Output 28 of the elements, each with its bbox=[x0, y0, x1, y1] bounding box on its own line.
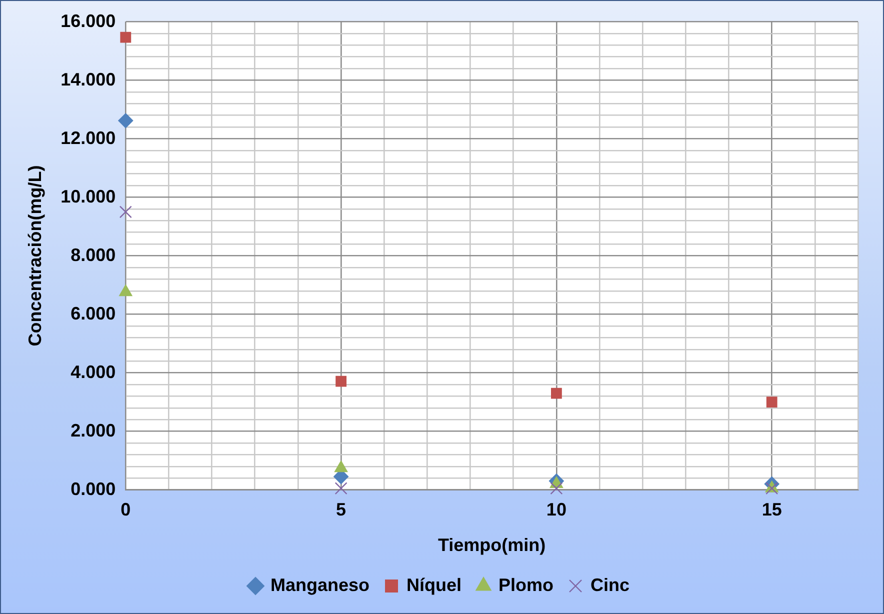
point bbox=[766, 396, 778, 408]
y-tick-label: 12.000 bbox=[60, 128, 116, 148]
legend-label: Cinc bbox=[590, 574, 630, 595]
y-tick-label: 16.000 bbox=[60, 10, 116, 31]
point bbox=[336, 376, 346, 387]
y-tick-label: 14.000 bbox=[60, 69, 116, 90]
point bbox=[119, 206, 132, 218]
y-tick-label: 6.000 bbox=[70, 303, 116, 324]
legend-label: Manganeso bbox=[270, 574, 370, 595]
legend-label: Plomo bbox=[498, 574, 554, 595]
point bbox=[334, 482, 348, 495]
point bbox=[550, 482, 563, 495]
y-tick-label: 4.000 bbox=[70, 362, 116, 382]
point bbox=[766, 482, 778, 495]
y-tick-label: 8.000 bbox=[70, 244, 116, 265]
point bbox=[118, 113, 134, 128]
point bbox=[550, 388, 562, 399]
y-tick-label: 0.000 bbox=[70, 478, 116, 499]
x-tick-label: 5 bbox=[336, 500, 346, 520]
point bbox=[120, 32, 132, 43]
x-tick-label: 10 bbox=[546, 500, 566, 520]
y-tick-label: 10.000 bbox=[60, 186, 116, 206]
y-tick-label: 2.000 bbox=[70, 420, 116, 440]
x-tick-label: 0 bbox=[120, 500, 131, 520]
legend-label: Níquel bbox=[406, 574, 462, 595]
x-tick-label: 15 bbox=[762, 500, 782, 520]
y-axis-title: Concentración(mg/L) bbox=[24, 165, 45, 346]
x-axis-title: Tiempo(min) bbox=[438, 535, 546, 556]
